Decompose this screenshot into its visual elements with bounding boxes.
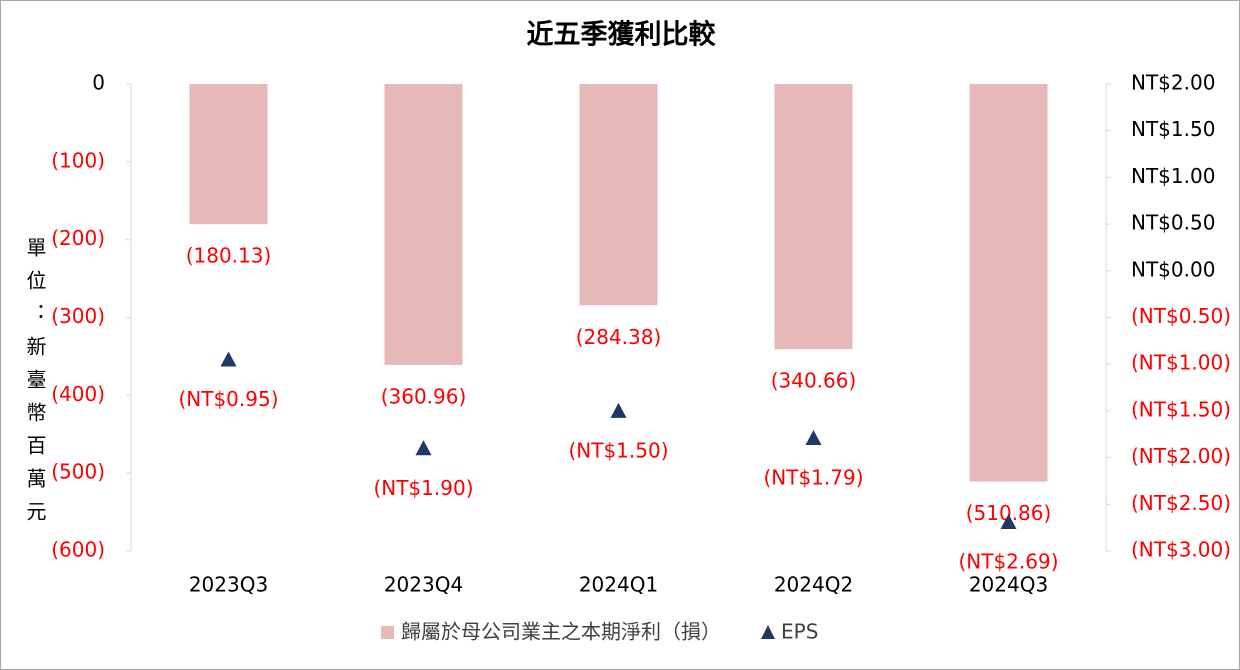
bar-value-label: (180.13): [186, 244, 272, 268]
y2-tick-label: NT$1.00: [1131, 164, 1215, 188]
y2-tick-label: (NT$1.00): [1131, 351, 1231, 375]
x-tick-label: 2024Q1: [579, 573, 658, 597]
eps-marker: [1000, 514, 1017, 530]
legend-swatch: [381, 626, 394, 639]
y2-tick-label: (NT$0.50): [1131, 304, 1231, 328]
eps-marker: [220, 351, 237, 367]
eps-marker: [805, 429, 822, 445]
y2-tick-label: (NT$2.50): [1131, 491, 1231, 515]
y-tick-label: (600): [51, 538, 105, 562]
y2-tick-label: NT$0.00: [1131, 257, 1215, 281]
x-tick-label: 2023Q4: [384, 573, 463, 597]
x-tick-label: 2023Q3: [189, 573, 268, 597]
bar-value-label: (340.66): [771, 369, 857, 393]
eps-marker: [610, 402, 627, 418]
legend-swatch: [761, 625, 775, 639]
y2-tick-label: NT$0.50: [1131, 211, 1215, 235]
eps-value-label: (NT$2.69): [958, 550, 1058, 574]
y2-tick-label: (NT$1.50): [1131, 397, 1231, 421]
y2-tick-label: NT$1.50: [1131, 117, 1215, 141]
y-tick-label: (200): [51, 226, 105, 250]
chart-title: 近五季獲利比較: [527, 19, 717, 51]
eps-value-label: (NT$1.90): [373, 476, 473, 500]
eps-value-label: (NT$1.50): [568, 438, 668, 462]
bar: [969, 84, 1048, 482]
y2-tick-label: NT$2.00: [1131, 71, 1215, 95]
y2-tick-label: (NT$2.00): [1131, 444, 1231, 468]
y-tick-label: (500): [51, 460, 105, 484]
y2-tick-label: (NT$3.00): [1131, 538, 1231, 562]
eps-value-label: (NT$1.79): [763, 465, 863, 489]
eps-marker: [415, 440, 432, 456]
legend-label: 歸屬於母公司業主之本期淨利（損）: [401, 620, 721, 644]
y-tick-label: (300): [51, 304, 105, 328]
bar: [774, 84, 853, 350]
bar: [189, 84, 268, 225]
y-tick-label: (100): [51, 148, 105, 172]
eps-value-label: (NT$0.95): [178, 387, 278, 411]
y-tick-label: (400): [51, 382, 105, 406]
bar: [384, 84, 463, 365]
bar: [579, 84, 658, 306]
legend-label: EPS: [781, 620, 818, 644]
x-tick-label: 2024Q2: [774, 573, 853, 597]
bar-value-label: (284.38): [576, 325, 662, 349]
x-tick-label: 2024Q3: [969, 573, 1048, 597]
bar-value-label: (360.96): [381, 384, 467, 408]
y-axis-title: 單位：新臺幣百萬元: [23, 237, 47, 534]
y-tick-label: 0: [92, 71, 105, 95]
